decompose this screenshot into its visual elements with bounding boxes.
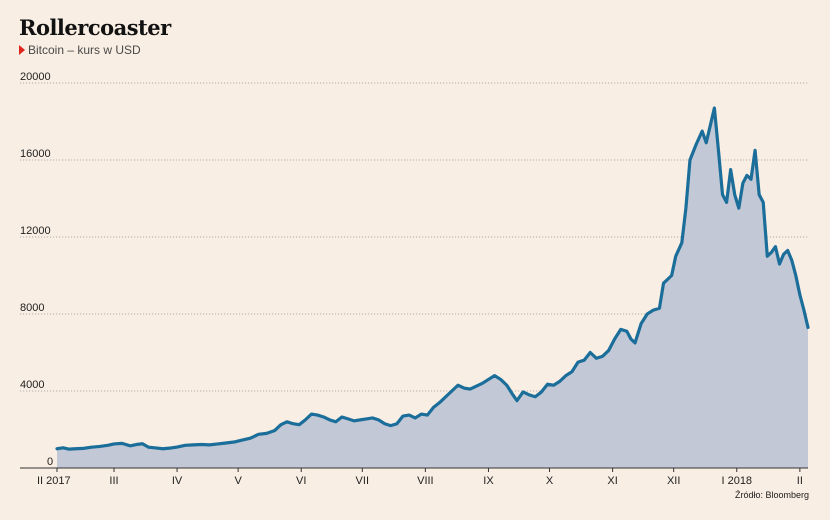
x-tick-label: IV <box>172 475 183 487</box>
x-tick-label: XI <box>607 475 617 487</box>
x-tick-label: VI <box>296 475 306 487</box>
chart-subtitle: Bitcoin – kurs w USD <box>19 43 141 57</box>
y-tick-label: 12000 <box>20 225 51 237</box>
red-triangle-marker-icon <box>19 45 25 55</box>
x-tick-label: II <box>797 475 803 487</box>
y-tick-label: 20000 <box>20 71 51 83</box>
y-tick-label: 0 <box>47 456 53 468</box>
gridlines <box>20 82 808 392</box>
x-tick-label: VIII <box>417 475 434 487</box>
x-tick-label: V <box>234 475 242 487</box>
y-tick-label: 8000 <box>20 302 44 314</box>
y-tick-label: 4000 <box>20 379 44 391</box>
x-tick-label: II 2017 <box>37 475 71 487</box>
x-tick-label: XII <box>667 475 680 487</box>
subtitle-text: Bitcoin – kurs w USD <box>28 43 141 57</box>
x-tick-label: VII <box>356 475 369 487</box>
x-tick-label: III <box>109 475 118 487</box>
chart-title: Rollercoaster <box>19 15 171 40</box>
x-axis-ticks: II 2017 III IV V VI VII VIII IX X XI XII I 2018 II <box>37 468 803 487</box>
x-tick-label: IX <box>483 475 494 487</box>
price-line <box>55 106 810 451</box>
source-note: Źródło: Bloomberg <box>734 490 809 500</box>
x-tick-label: X <box>546 475 554 487</box>
y-axis-ticks: 0 4000 8000 12000 16000 20000 <box>20 71 53 468</box>
y-tick-label: 16000 <box>20 148 51 160</box>
price-area-fill <box>57 108 808 469</box>
x-tick-label: I 2018 <box>721 475 752 487</box>
